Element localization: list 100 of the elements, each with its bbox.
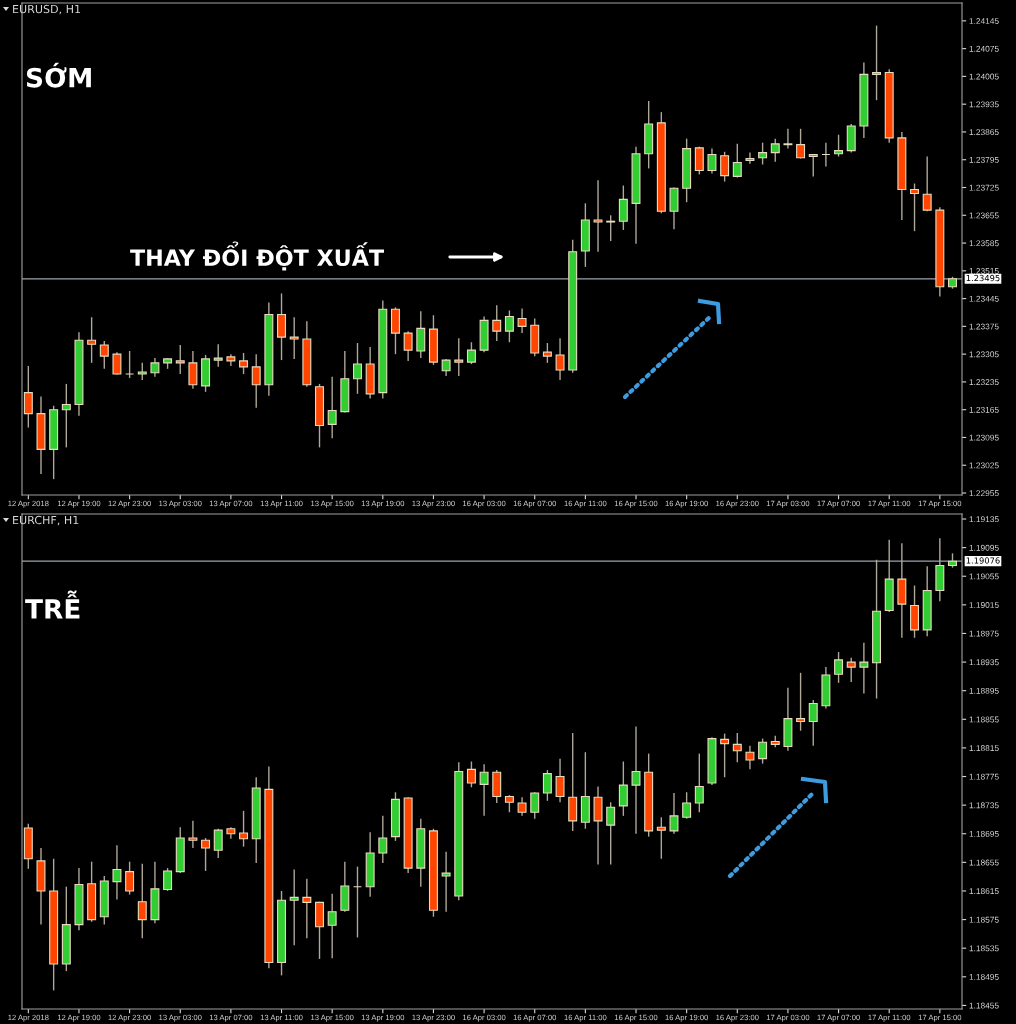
candlestick (808, 153, 818, 178)
y-tick-label: 1.18855 (969, 716, 999, 723)
candlestick (834, 651, 844, 684)
candlestick (466, 341, 476, 365)
candlestick (137, 863, 147, 939)
candlestick (517, 796, 527, 817)
y-tick-label: 1.18735 (969, 802, 999, 809)
candlestick (454, 337, 464, 377)
candlestick (568, 732, 578, 832)
y-tick-label: 1.19015 (969, 602, 999, 608)
candlestick (163, 867, 173, 892)
y-tick-label: 1.18935 (969, 659, 999, 666)
candlestick (682, 791, 692, 820)
candlestick (707, 147, 717, 175)
y-tick-label: 1.18775 (969, 773, 999, 780)
candlestick (606, 214, 616, 242)
candlestick (834, 134, 844, 158)
candlestick (555, 337, 565, 381)
candlestick (239, 352, 249, 375)
candlestick (504, 309, 514, 343)
candlestick (796, 128, 806, 160)
candlestick (416, 310, 426, 359)
candlestick (618, 184, 628, 231)
candlestick (542, 342, 552, 364)
ref-line-label: 1.23495 (966, 274, 1000, 282)
candlestick (150, 357, 160, 378)
y-tick-label: 1.24145 (969, 18, 999, 24)
candlestick (492, 304, 502, 342)
candlestick (327, 376, 337, 439)
y-tick-label: 1.23445 (969, 295, 999, 302)
y-tick-label: 1.18815 (969, 745, 999, 752)
annotation: THAY ĐỔI ĐỘT XUẤT (130, 241, 384, 271)
chart-title: EURCHF, H1 (13, 515, 79, 526)
y-tick-label: 1.23865 (969, 129, 999, 136)
candlestick (251, 353, 261, 409)
candlestick (403, 330, 413, 362)
annotation: SỚM (26, 62, 91, 88)
candlestick (872, 24, 882, 101)
candlestick (61, 383, 71, 449)
candlestick (175, 344, 185, 375)
y-tick-label: 1.19095 (969, 544, 999, 551)
y-tick-label: 1.23235 (969, 379, 999, 386)
candlestick (479, 763, 489, 817)
candlestick (758, 737, 768, 765)
y-tick-label: 1.24005 (969, 73, 999, 80)
y-tick-label: 1.18495 (969, 974, 999, 980)
candlestick (188, 350, 198, 390)
candlestick (796, 672, 806, 732)
candlestick (656, 816, 666, 860)
candlestick (783, 128, 793, 150)
candlestick (694, 145, 704, 176)
candlestick (732, 732, 742, 763)
candlestick (327, 893, 337, 959)
candlestick (466, 760, 476, 788)
y-tick-label: 1.18615 (969, 888, 999, 895)
candlestick (277, 292, 287, 361)
y-tick-label: 1.18975 (969, 630, 999, 637)
candlestick (745, 745, 755, 771)
candlestick (213, 343, 223, 368)
candlestick (125, 350, 135, 379)
y-tick-label: 1.18895 (969, 687, 999, 694)
y-tick-label: 1.18655 (969, 859, 999, 866)
y-tick-label: 1.23935 (969, 101, 999, 108)
candlestick (770, 138, 780, 163)
candlestick (517, 307, 527, 334)
candlestick (125, 860, 135, 896)
candlestick (213, 828, 223, 859)
candlestick (390, 306, 400, 355)
y-tick-label: 1.23655 (969, 212, 999, 219)
candlestick (555, 757, 565, 803)
candlestick (353, 342, 362, 395)
candlestick (112, 351, 122, 376)
candlestick (694, 752, 704, 813)
candlestick (910, 182, 920, 232)
candlestick (606, 801, 616, 866)
candlestick (99, 340, 109, 370)
candlestick (859, 642, 869, 695)
annotation: TRỄ (25, 590, 80, 619)
candlestick (530, 791, 540, 820)
candlestick (846, 657, 856, 683)
candlestick (23, 365, 33, 429)
y-tick-label: 1.23305 (969, 351, 999, 358)
y-tick-label: 1.23095 (969, 434, 999, 441)
candlestick (201, 837, 211, 872)
candlestick (112, 844, 122, 901)
candlestick (631, 725, 641, 835)
y-tick-label: 1.23375 (969, 323, 999, 330)
candlestick (593, 785, 603, 866)
candlestick (720, 732, 730, 778)
candlestick (669, 186, 679, 230)
y-tick-label: 1.23165 (969, 406, 999, 413)
y-tick-label: 1.18695 (969, 830, 999, 837)
candlestick (239, 810, 249, 848)
y-tick-label: 1.19135 (969, 516, 999, 523)
y-tick-label: 1.18535 (969, 945, 999, 952)
candlestick (618, 760, 628, 817)
y-tick-label: 1.23795 (969, 156, 999, 163)
chart-title: EURUSD, H1 (13, 4, 81, 15)
candlestick (732, 143, 742, 179)
ref-line-label: 1.19076 (966, 557, 1000, 564)
